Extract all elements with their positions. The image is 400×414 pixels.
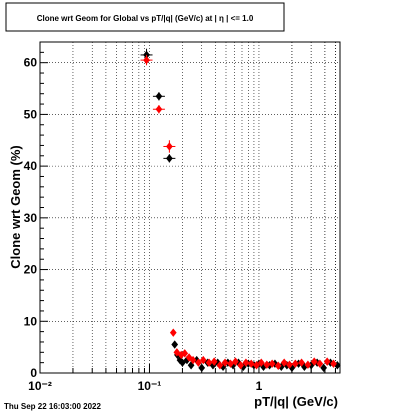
data-point (143, 55, 150, 65)
y-tick-label: 60 (24, 56, 38, 70)
x-tick-label: 10⁻¹ (138, 379, 162, 393)
data-point (199, 355, 207, 365)
y-tick-label: 20 (24, 263, 38, 277)
data-points (140, 48, 341, 373)
data-point (237, 361, 244, 370)
data-point (169, 328, 177, 337)
chart-title: Clone wrt Geom for Global vs pT/|q| (GeV… (37, 14, 254, 23)
data-point (263, 360, 271, 369)
data-point (253, 361, 260, 370)
data-point (298, 358, 305, 367)
x-tick-label: 1 (256, 379, 263, 393)
data-point (183, 355, 191, 365)
data-point (155, 105, 163, 114)
data-point (209, 361, 217, 370)
data-point (166, 142, 173, 151)
footer-timestamp: Thu Sep 22 16:03:00 2022 (4, 402, 101, 411)
data-point (333, 361, 341, 370)
data-point (181, 349, 189, 358)
data-point (323, 357, 331, 366)
data-point (280, 358, 288, 367)
data-point (330, 359, 337, 368)
data-point (274, 361, 282, 370)
data-point (316, 359, 324, 368)
data-point (221, 358, 229, 367)
plot-frame (39, 41, 341, 374)
data-point (176, 355, 184, 365)
data-point (189, 355, 197, 365)
y-tick-label: 10 (24, 314, 38, 328)
data-point (304, 360, 312, 369)
data-point (195, 358, 202, 367)
y-tick-label: 40 (24, 159, 38, 173)
y-tick-label: 50 (24, 107, 38, 121)
data-point (205, 358, 213, 367)
y-tick-label: 30 (24, 211, 38, 225)
data-point (198, 363, 206, 373)
data-point (166, 154, 173, 163)
data-point (310, 357, 318, 366)
data-point (247, 359, 255, 368)
data-point (291, 359, 299, 368)
data-point (320, 363, 328, 373)
data-point (210, 357, 218, 366)
data-point (173, 348, 181, 357)
data-point (257, 358, 265, 367)
y-tick-label: 0 (30, 366, 37, 380)
data-point (268, 359, 276, 368)
grid-lines (40, 42, 340, 373)
y-axis-title: Clone wrt Geom (%) (8, 145, 23, 269)
title-box (5, 2, 285, 32)
data-point (216, 361, 224, 370)
data-point (232, 357, 239, 366)
data-point (242, 358, 250, 367)
data-point (177, 350, 185, 360)
data-point (155, 92, 163, 101)
data-point (171, 340, 179, 349)
data-point (286, 360, 293, 369)
x-axis-title: pT/|q| (GeV/c) (254, 394, 338, 409)
x-tick-label: 10⁻² (28, 379, 52, 393)
data-point (193, 355, 201, 365)
